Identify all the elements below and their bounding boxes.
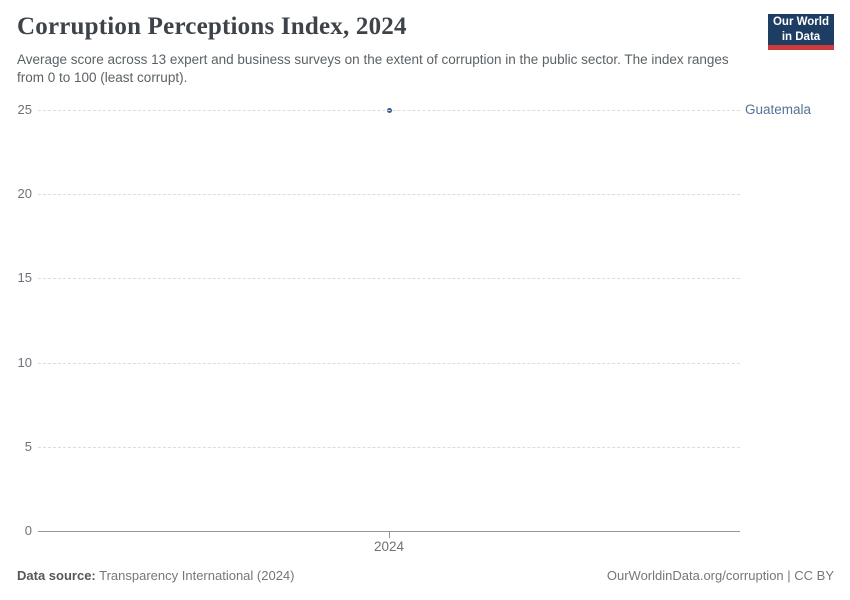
logo-line1: Our World xyxy=(772,15,829,28)
data-source-label: Data source: xyxy=(17,568,96,583)
y-gridline-25 xyxy=(38,110,740,111)
y-gridline-5 xyxy=(38,446,740,448)
y-gridline-10 xyxy=(38,362,740,364)
page-title: Corruption Perceptions Index, 2024 xyxy=(17,13,407,40)
x-axis-tick xyxy=(389,532,390,538)
x-axis-line xyxy=(38,531,740,532)
series-label-guatemala[interactable]: Guatemala xyxy=(745,102,812,117)
y-gridline-15 xyxy=(38,278,740,280)
y-axis-tick-label-25: 25 xyxy=(17,102,32,117)
data-source-value: Transparency International (2024) xyxy=(99,568,295,583)
y-axis-tick-label-10: 10 xyxy=(17,354,32,370)
chart-subtitle: Average score across 13 expert and busin… xyxy=(17,52,729,86)
y-gridline-20 xyxy=(38,194,740,196)
y-axis-tick-label-0: 0 xyxy=(24,523,32,538)
attribution-link[interactable]: OurWorldinData.org/corruption | CC BY xyxy=(606,568,834,583)
y-axis-tick-label-20: 20 xyxy=(17,186,32,202)
chart-footer: Data source: Transparency International … xyxy=(17,568,834,583)
logo-line2: in Data xyxy=(781,30,821,43)
data-source: Data source: Transparency International … xyxy=(17,568,295,583)
x-axis-tick-label: 2024 xyxy=(373,539,405,554)
y-axis-tick-label-15: 15 xyxy=(17,270,32,286)
owid-logo[interactable]: Our World in Data xyxy=(768,14,834,50)
y-axis-tick-label-5: 5 xyxy=(24,438,32,454)
